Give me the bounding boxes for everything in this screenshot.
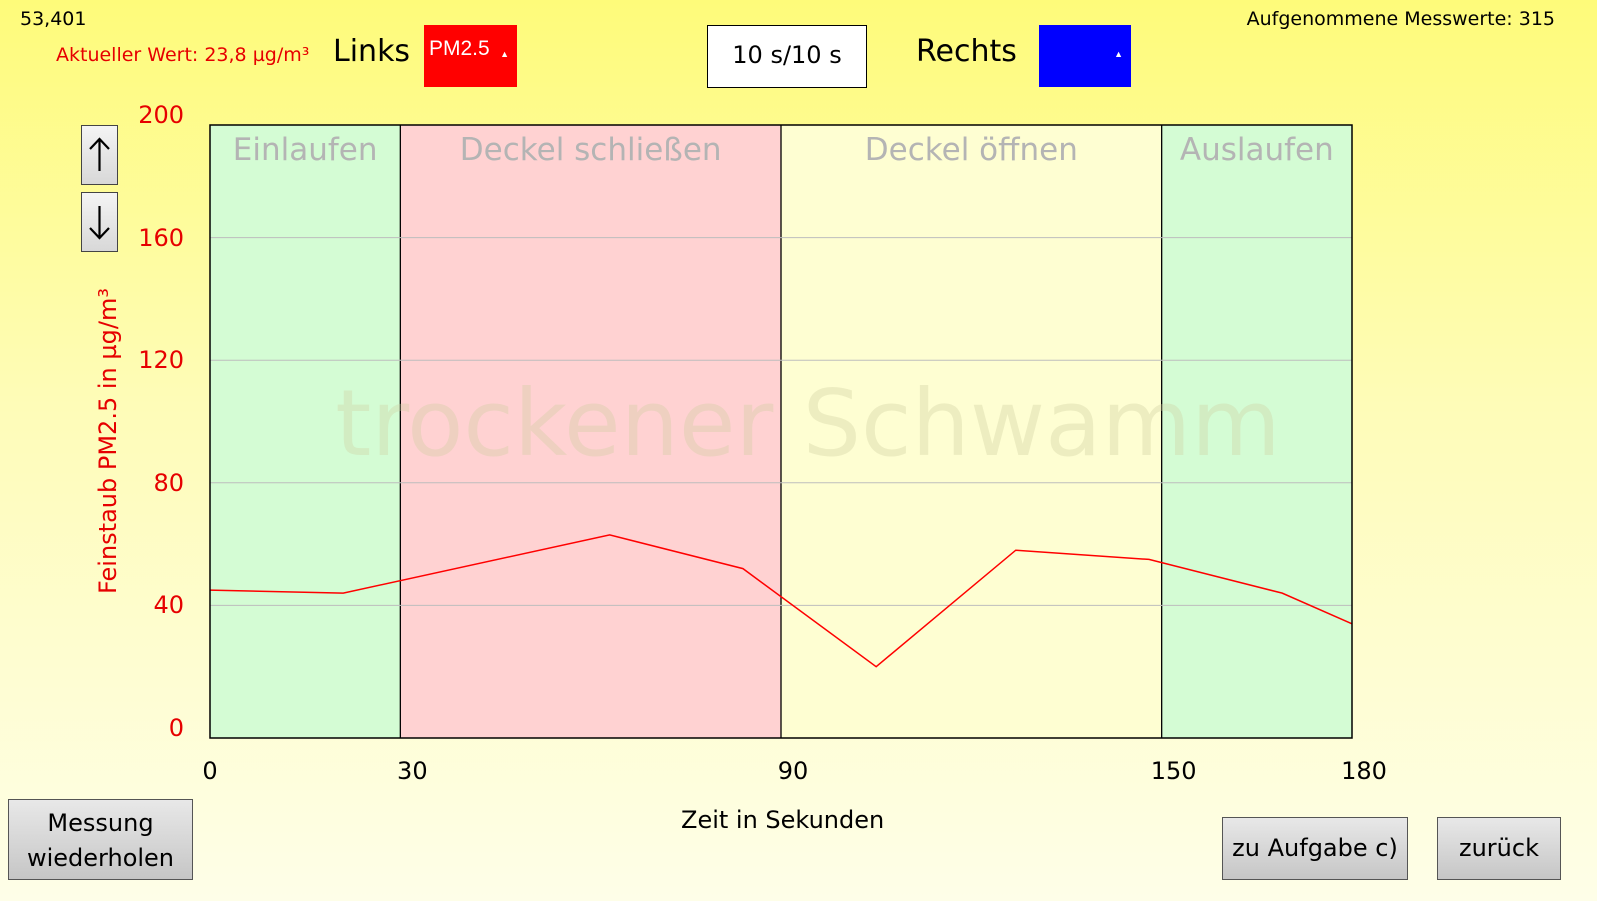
y-tick-label: 160 — [138, 223, 184, 252]
y-tick-label: 80 — [153, 468, 184, 497]
recorded-count: Aufgenommene Messwerte: 315 — [1246, 8, 1555, 30]
x-tick-label: 30 — [397, 757, 428, 785]
series-line — [209, 534, 1353, 668]
x-tick-label: 0 — [202, 757, 218, 785]
current-value: Aktueller Wert: 23,8 µg/m³ — [56, 44, 310, 66]
y-tick-label: 40 — [153, 591, 184, 620]
x-tick-label: 180 — [1341, 757, 1387, 785]
repeat-button-line1: Messung — [47, 809, 154, 837]
back-button[interactable]: zurück — [1437, 817, 1561, 880]
plot-frame — [209, 124, 1353, 739]
y-tick-label: 120 — [138, 346, 184, 375]
y-axis-label: Feinstaub PM2.5 in µg/m³ — [94, 288, 122, 594]
phase-region — [781, 125, 1162, 738]
right-channel-label: Rechts — [916, 34, 1017, 69]
x-axis-label: Zeit in Sekunden — [681, 806, 885, 834]
caret-up-icon: ▲ — [1114, 49, 1123, 59]
scale-up-button[interactable] — [81, 125, 118, 185]
phase-region — [1161, 125, 1352, 738]
y-tick-label: 200 — [138, 101, 184, 129]
phase-label: Auslaufen — [1180, 132, 1334, 168]
next-task-button[interactable]: zu Aufgabe c) — [1222, 817, 1408, 880]
interval-select[interactable]: 10 s/10 s — [707, 25, 867, 88]
phase-region — [210, 125, 401, 738]
scale-down-button[interactable] — [81, 192, 118, 252]
left-channel-label: Links — [333, 34, 411, 69]
phase-label: Deckel schließen — [460, 132, 722, 168]
left-channel-select-value: PM2.5 — [429, 37, 490, 60]
phase-label: Einlaufen — [233, 132, 378, 168]
arrow-down-icon — [89, 206, 110, 240]
x-tick-label: 150 — [1150, 757, 1197, 785]
chart-title-watermark: trockener Schwamm — [335, 370, 1280, 477]
caret-up-icon: ▲ — [500, 49, 509, 59]
right-channel-select[interactable]: ▲ — [1039, 25, 1131, 87]
cursor-coordinate: 53,401 — [20, 8, 87, 30]
y-tick-label: 0 — [168, 714, 184, 742]
repeat-button-line2: wiederholen — [26, 844, 175, 872]
x-tick-label: 90 — [777, 757, 809, 785]
arrow-up-icon — [89, 137, 110, 171]
repeat-measurement-button[interactable]: Messung wiederholen — [8, 799, 193, 880]
phase-label: Deckel öffnen — [865, 132, 1078, 168]
left-channel-select[interactable]: PM2.5 ▲ — [424, 25, 517, 87]
phase-region — [400, 125, 781, 738]
